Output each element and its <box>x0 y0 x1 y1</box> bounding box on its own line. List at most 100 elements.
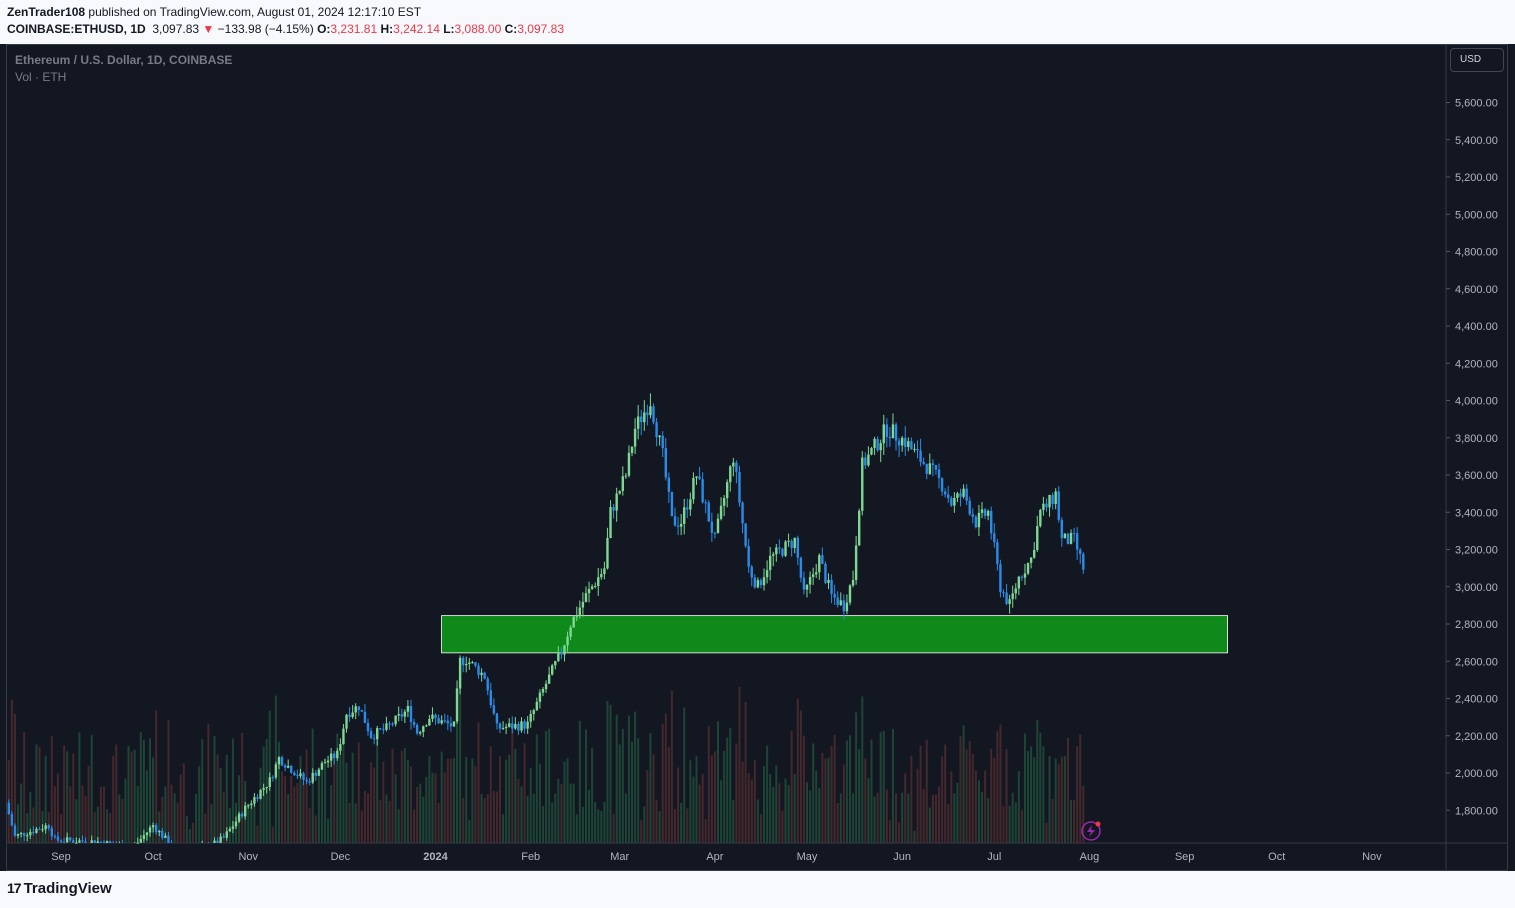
volume-bar <box>526 796 529 843</box>
author-name[interactable]: ZenTrader108 <box>7 5 86 19</box>
volume-bar <box>1045 822 1048 843</box>
candle-body <box>661 435 664 449</box>
volume-bar <box>606 700 609 843</box>
volume-bar <box>879 732 882 843</box>
volume-bar <box>683 707 686 843</box>
legend-volume[interactable]: Vol · ETH <box>15 70 67 84</box>
candle-body <box>1014 588 1017 594</box>
candle-body <box>237 813 241 822</box>
candle-body <box>443 720 446 722</box>
candle-body <box>996 542 999 565</box>
volume-bar <box>993 757 996 843</box>
currency-button[interactable]: USD <box>1450 48 1504 72</box>
volume-bar <box>925 739 928 843</box>
volume-bar <box>373 767 376 843</box>
volume-bar <box>459 663 462 843</box>
volume-bar <box>109 813 112 843</box>
candle-body <box>934 464 938 470</box>
candle-body <box>557 652 560 662</box>
volume-bar <box>541 806 544 843</box>
candle-body <box>409 706 413 723</box>
candle-body <box>26 835 29 837</box>
candle-body <box>412 722 416 725</box>
volume-bar <box>127 745 130 843</box>
logo-text: TradingView <box>23 880 112 897</box>
volume-bar <box>855 712 858 843</box>
candle-body <box>329 753 333 761</box>
support-zone[interactable] <box>441 615 1229 654</box>
candle-body <box>62 842 66 844</box>
candle-body <box>265 786 268 789</box>
volume-bar <box>664 713 667 843</box>
volume-bar <box>216 754 219 843</box>
candle-body <box>474 662 477 666</box>
candle-body <box>624 475 628 477</box>
candle-body <box>53 836 57 838</box>
price-axis[interactable]: 5,600.00 5,400.00 5,200.00 5,000.00 4,800.00… <box>1446 98 1498 818</box>
candle-body <box>38 828 41 830</box>
volume-bar <box>821 753 824 843</box>
volume-bar <box>910 755 913 843</box>
legend-title[interactable]: Ethereum / U.S. Dollar, 1D, COINBASE <box>15 53 233 67</box>
volume-bar <box>130 751 133 843</box>
candle-body <box>7 802 11 815</box>
candle-body <box>907 441 910 447</box>
candle-body <box>19 832 23 835</box>
volume-bar <box>437 803 440 843</box>
candle-body <box>839 600 842 605</box>
volume-bar <box>170 784 173 843</box>
volume-bar <box>554 793 557 843</box>
volume-bar <box>649 733 652 843</box>
volume-bar <box>13 714 16 843</box>
volume-bar <box>560 783 563 843</box>
candle-body <box>572 616 575 628</box>
candle-body <box>274 764 278 778</box>
volume-bar <box>403 748 406 843</box>
candle-body <box>425 725 428 727</box>
volume-bar <box>907 793 910 843</box>
candle-body <box>965 488 968 501</box>
candle-body <box>305 779 308 782</box>
candle-body <box>811 574 815 577</box>
volume-bar <box>517 779 520 843</box>
candle-body <box>99 841 103 843</box>
volume-bar <box>532 793 535 843</box>
volume-bar <box>686 808 689 843</box>
candle-body <box>1002 592 1005 594</box>
price-tick-label: 3,600.00 <box>1455 470 1498 482</box>
volume-bar <box>732 800 735 843</box>
candle-body <box>216 840 219 843</box>
candle-body <box>345 714 348 729</box>
candle-body <box>486 678 489 691</box>
candle-body <box>139 839 143 843</box>
flash-icon[interactable] <box>1081 821 1101 841</box>
time-axis[interactable]: Sep Oct Nov Dec 2024 Feb Mar Apr May Jun Jul Aug Sep… <box>51 851 1382 863</box>
time-tick-label: Mar <box>610 851 629 863</box>
volume-bar <box>631 741 634 843</box>
support-zone-rect[interactable] <box>441 615 1229 654</box>
candle-body <box>376 728 379 740</box>
volume-bar <box>941 756 944 843</box>
candle-body <box>569 627 572 637</box>
volume-bar <box>136 786 139 843</box>
volume-bar <box>486 793 489 843</box>
tradingview-logo[interactable]: 17 TradingView <box>7 880 112 897</box>
candle-body <box>971 514 974 517</box>
candle-body <box>403 711 407 717</box>
candle-body <box>894 424 898 441</box>
candle-body <box>741 502 744 524</box>
time-tick-label: Nov <box>238 851 258 863</box>
candle-body <box>943 491 947 495</box>
time-tick-label: Oct <box>145 851 162 863</box>
volume-bar <box>84 796 87 843</box>
candle-body <box>784 541 787 556</box>
volume-bar <box>90 735 93 843</box>
volume-bar <box>977 780 980 843</box>
candle-body <box>581 601 585 608</box>
volume-bar <box>228 807 231 843</box>
candle-body <box>446 720 450 724</box>
volume-bar <box>173 793 176 843</box>
volume-bar <box>38 747 41 843</box>
candle-body <box>431 714 434 719</box>
